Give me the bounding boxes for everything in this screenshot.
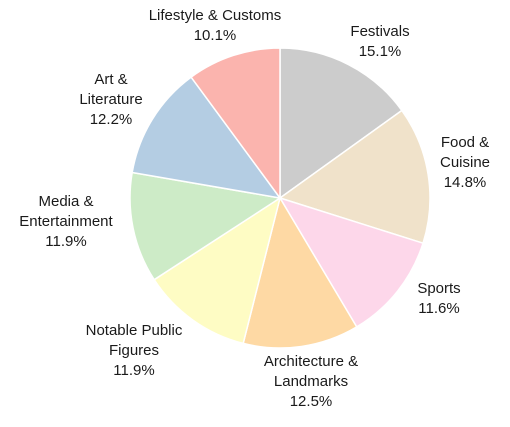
- slice-category-label: Landmarks: [274, 373, 348, 390]
- slice-label-6: Art & Literature 12.2%: [79, 71, 142, 128]
- slice-category-label: Art &: [94, 71, 127, 88]
- slice-label-1: Food & Cuisine 14.8%: [440, 134, 490, 191]
- slice-label-4: Notable Public Figures 11.9%: [86, 322, 183, 379]
- pie-slice-5: [129, 171, 283, 281]
- slice-category-label: Entertainment: [19, 213, 113, 230]
- slice-label-7: Lifestyle & Customs 10.1%: [149, 7, 282, 44]
- slice-value-label: 12.5%: [290, 393, 333, 410]
- pie-slice-6: [131, 76, 282, 200]
- slice-label-5: Media & Entertainment 11.9%: [19, 193, 113, 250]
- pie-slice-4: [153, 196, 282, 345]
- slice-value-label: 14.8%: [444, 174, 487, 191]
- slice-category-label: Sports: [417, 280, 460, 297]
- pie-slice-1: [278, 109, 431, 245]
- slice-category-label: Literature: [79, 91, 142, 108]
- slice-value-label: 11.9%: [113, 362, 154, 379]
- slice-value-label: 11.9%: [45, 233, 86, 250]
- slice-value-label: 12.2%: [90, 111, 133, 128]
- pie-slices: [129, 47, 431, 349]
- slice-value-label: 11.6%: [418, 300, 459, 317]
- slice-category-label: Media &: [38, 193, 93, 210]
- slice-category-label: Food &: [441, 134, 489, 151]
- pie-slice-0: [279, 47, 403, 200]
- slice-category-label: Festivals: [350, 23, 409, 40]
- pie-labels: Festivals 15.1% Food & Cuisine 14.8% Sports 11…: [19, 7, 490, 410]
- pie-slice-2: [278, 196, 424, 328]
- slice-category-label: Cuisine: [440, 154, 490, 171]
- slice-label-2: Sports 11.6%: [417, 280, 460, 317]
- slice-category-label: Architecture &: [264, 353, 358, 370]
- slice-label-3: Architecture & Landmarks 12.5%: [264, 353, 358, 410]
- pie-slice-3: [242, 196, 358, 349]
- slice-category-label: Notable Public: [86, 322, 183, 339]
- slice-label-0: Festivals 15.1%: [350, 23, 409, 60]
- slice-value-label: 10.1%: [194, 27, 237, 44]
- slice-category-label: Figures: [109, 342, 159, 359]
- pie-slice-7: [190, 47, 281, 201]
- slice-category-label: Lifestyle & Customs: [149, 7, 282, 24]
- slice-value-label: 15.1%: [359, 43, 402, 60]
